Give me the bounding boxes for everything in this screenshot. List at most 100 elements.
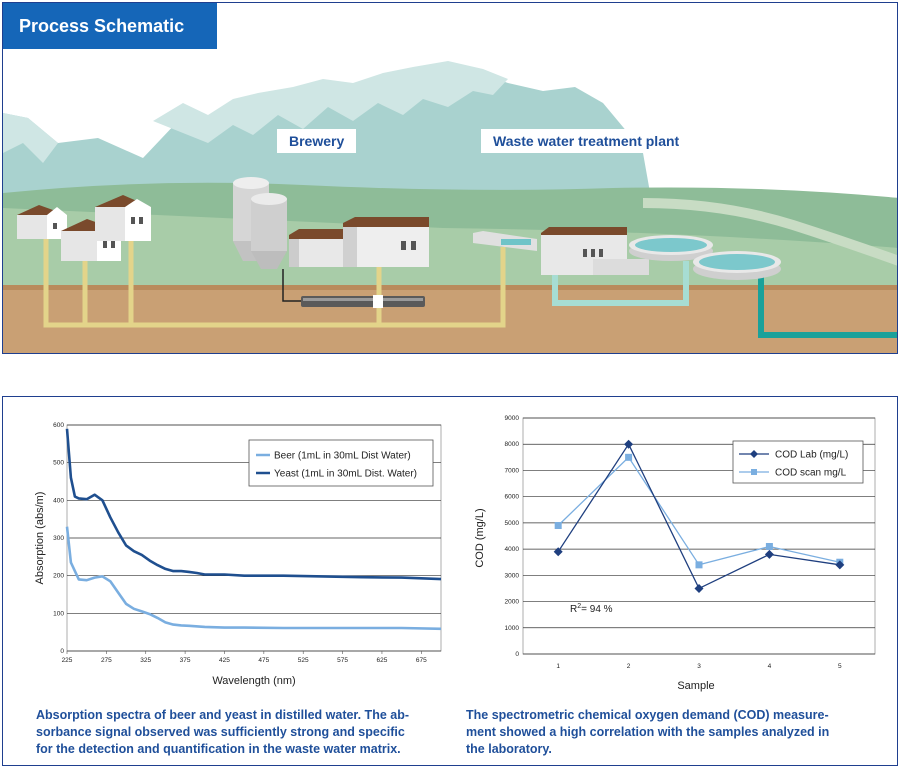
- spectra-legend: Beer (1mL in 30mL Dist Water) Yeast (1mL…: [248, 439, 434, 487]
- cod-legend: COD Lab (mg/L) COD scan mg/L: [732, 440, 864, 484]
- spectra-y-ticks: 0 100 200 300 400 500 600: [53, 422, 64, 655]
- legend-label-cod-scan: COD scan mg/L: [775, 468, 847, 479]
- x-tick-label: 2: [627, 663, 631, 670]
- spectra-chart: 0 100 200 300 400 500 600 225 275 325 375 425 475 52…: [34, 422, 442, 687]
- mountain-snow: [3, 113, 58, 163]
- legend-box: [732, 440, 864, 484]
- cod-series: [553, 439, 845, 593]
- x-tick-label: 275: [101, 657, 112, 664]
- landscape-illustration: [3, 61, 897, 353]
- y-tick-label: 500: [53, 460, 64, 467]
- caption-line: ment showed a high correlation with the …: [466, 725, 830, 739]
- cod-chart: 0 1000 2000 3000 4000 5000 6000 7000 8000 9000 1 2…: [474, 415, 876, 692]
- cod-scan-point: [765, 542, 773, 550]
- soil-edge: [3, 285, 897, 290]
- yeast-series-line: [65, 428, 442, 581]
- caption-line: The spectrometric chemical oxygen demand…: [466, 708, 829, 722]
- outlet-pipe: [758, 275, 897, 338]
- x-tick-label: 675: [416, 657, 427, 664]
- sewer-pipe: [43, 233, 506, 328]
- beer-series-line: [65, 526, 442, 631]
- silo: [251, 193, 287, 269]
- process-schematic-panel: Process Schematic Brewery Waste water tr…: [2, 2, 898, 354]
- cod-y-axis-title: COD (mg/L): [474, 508, 486, 567]
- cod-lab-point: [764, 549, 774, 559]
- sensor-probe: [301, 295, 425, 308]
- cod-lab-point: [553, 547, 563, 557]
- cod-scan-point: [554, 522, 562, 530]
- cod-scan-point: [625, 453, 633, 461]
- y-tick-label: 2000: [505, 599, 520, 606]
- y-tick-label: 5000: [505, 520, 520, 527]
- x-tick-label: 625: [377, 657, 388, 664]
- x-tick-label: 525: [298, 657, 309, 664]
- y-tick-label: 200: [53, 573, 64, 580]
- y-tick-label: 6000: [505, 494, 520, 501]
- green-hills: [3, 208, 897, 293]
- x-tick-label: 375: [180, 657, 191, 664]
- sensor-cable: [282, 269, 301, 302]
- inlet-channel: [473, 231, 537, 251]
- x-tick-label: 475: [258, 657, 269, 664]
- y-tick-label: 300: [53, 535, 64, 542]
- cod-gridlines: [523, 417, 875, 655]
- cod-y-ticks: 0 1000 2000 3000 4000 5000 6000 7000 8000 9000: [505, 415, 520, 658]
- caption-line: for the detection and quantification in …: [36, 742, 401, 756]
- legend-label-beer: Beer (1mL in 30mL Dist Water): [274, 451, 411, 462]
- y-tick-label: 1000: [505, 625, 520, 632]
- cod-scan-point: [695, 561, 703, 569]
- caption-line: the laboratory.: [466, 742, 552, 756]
- r-squared-annotation: R2= 94 %: [570, 603, 613, 615]
- house: [17, 205, 67, 239]
- y-tick-label: 600: [53, 422, 64, 429]
- cod-lab-point: [835, 560, 845, 570]
- x-tick-label: 325: [140, 657, 151, 664]
- y-tick-label: 0: [515, 651, 519, 658]
- square-marker-icon: [751, 469, 757, 475]
- legend-label-yeast: Yeast (1mL in 30mL Dist. Water): [274, 469, 417, 480]
- plant-building: [541, 227, 649, 275]
- schematic-title: Process Schematic: [3, 3, 217, 49]
- cod-lab-point: [694, 583, 704, 593]
- y-tick-label: 100: [53, 610, 64, 617]
- spectra-series: [65, 428, 442, 631]
- caption-line: sorbance signal observed was sufficientl…: [36, 725, 405, 739]
- caption-line: Absorption spectra of beer and yeast in …: [36, 708, 409, 722]
- x-tick-label: 425: [219, 657, 230, 664]
- legend-box: [248, 439, 434, 487]
- x-tick-label: 3: [697, 663, 701, 670]
- spectra-x-ticks: 225 275 325 375 425 475 525 575 625 675: [62, 651, 427, 664]
- treatment-plant-label: Waste water treatment plant: [481, 129, 692, 153]
- spectra-y-axis-title: Absorption (abs/m): [34, 492, 46, 585]
- clarifier-basin: [629, 235, 713, 261]
- y-tick-label: 9000: [505, 415, 520, 422]
- charts-panel: 0 100 200 300 400 500 600 225 275 325 375 425 475 52…: [2, 396, 898, 766]
- y-tick-label: 7000: [505, 467, 520, 474]
- brewery-label: Brewery: [277, 129, 357, 153]
- legend-label-cod-lab: COD Lab (mg/L): [775, 450, 848, 461]
- house: [95, 195, 151, 241]
- y-tick-label: 8000: [505, 441, 520, 448]
- brewery-building: [343, 217, 429, 267]
- x-tick-label: 225: [62, 657, 73, 664]
- spectra-x-axis-title: Wavelength (nm): [212, 675, 295, 687]
- spectra-caption: Absorption spectra of beer and yeast in …: [36, 707, 409, 758]
- y-tick-label: 400: [53, 497, 64, 504]
- x-tick-label: 575: [337, 657, 348, 664]
- diamond-marker-icon: [750, 450, 758, 458]
- road: [642, 198, 897, 266]
- cod-caption: The spectrometric chemical oxygen demand…: [466, 707, 829, 758]
- treated-water-pipe: [552, 261, 689, 306]
- x-tick-label: 1: [556, 663, 560, 670]
- cod-lab-point: [624, 439, 634, 449]
- y-tick-label: 4000: [505, 546, 520, 553]
- soil: [3, 287, 897, 353]
- x-tick-label: 4: [768, 663, 772, 670]
- mountain-snow: [153, 61, 508, 143]
- clarifier-basin: [693, 251, 781, 280]
- y-tick-label: 3000: [505, 572, 520, 579]
- cod-x-ticks: 1 2 3 4 5: [556, 663, 842, 670]
- y-tick-label: 0: [60, 648, 64, 655]
- x-tick-label: 5: [838, 663, 842, 670]
